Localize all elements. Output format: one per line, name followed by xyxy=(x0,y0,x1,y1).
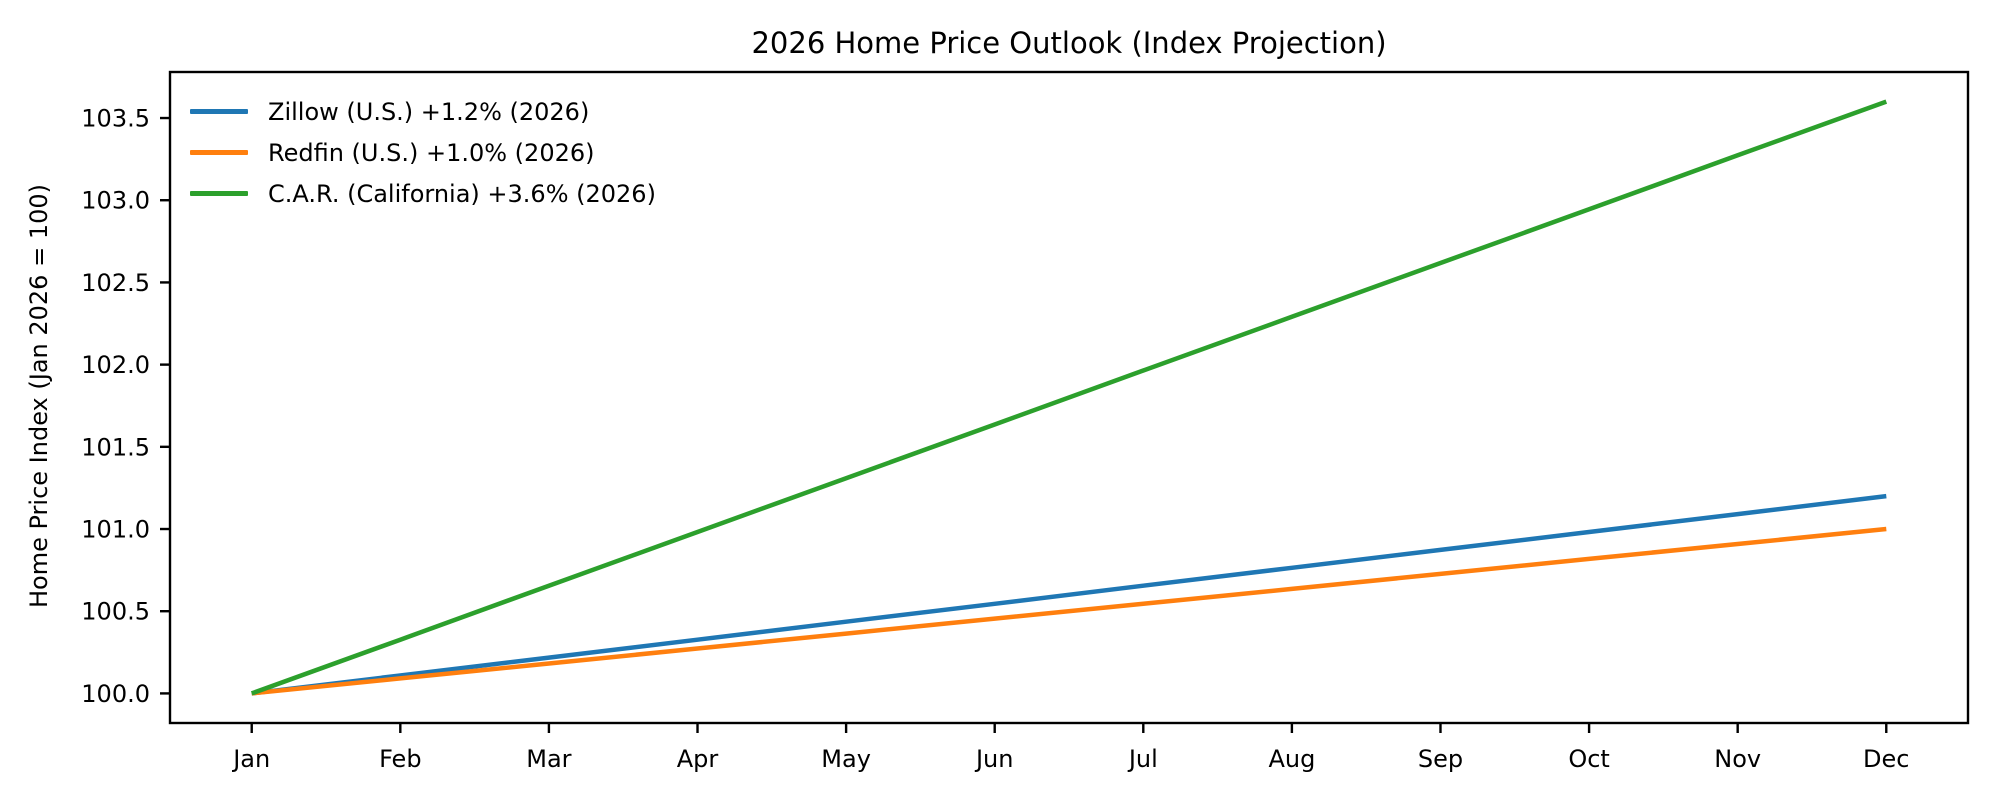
x-tick-label: Mar xyxy=(526,745,571,773)
legend-swatch xyxy=(190,191,248,196)
x-tick-label: Aug xyxy=(1268,745,1315,773)
chart-title: 2026 Home Price Outlook (Index Projectio… xyxy=(751,26,1387,60)
x-tick-label: Sep xyxy=(1418,745,1463,773)
x-tick-label: May xyxy=(821,745,871,773)
series-line-zillow-us xyxy=(251,493,1887,696)
x-tick-label: Oct xyxy=(1568,745,1610,773)
y-tick-label: 100.5 xyxy=(81,598,150,626)
legend-item-car-california: C.A.R. (California) +3.6% (2026) xyxy=(190,173,656,214)
legend-label: Redfin (U.S.) +1.0% (2026) xyxy=(268,138,595,167)
y-tick-label: 100.0 xyxy=(81,680,150,708)
y-tick-label: 102.5 xyxy=(81,269,150,297)
legend-swatch xyxy=(190,109,248,114)
y-tick-label: 101.5 xyxy=(81,433,150,461)
y-tick-label: 103.0 xyxy=(81,187,150,215)
legend: Zillow (U.S.) +1.2% (2026) Redfin (U.S.) … xyxy=(190,91,656,214)
x-tick-label: Jun xyxy=(974,745,1014,773)
legend-label: Zillow (U.S.) +1.2% (2026) xyxy=(268,97,590,126)
series-line-redfin-us xyxy=(251,526,1887,696)
x-tick-label: Jul xyxy=(1127,745,1158,773)
x-tick-label: Feb xyxy=(379,745,422,773)
y-tick-label: 103.5 xyxy=(81,105,150,133)
x-tick-label: Nov xyxy=(1714,745,1761,773)
plot-frame xyxy=(168,70,1970,725)
legend-item-zillow-us: Zillow (U.S.) +1.2% (2026) xyxy=(190,91,656,132)
legend-item-redfin-us: Redfin (U.S.) +1.0% (2026) xyxy=(190,132,656,173)
y-tick-label: 102.0 xyxy=(81,351,150,379)
x-tick-label: Dec xyxy=(1863,745,1909,773)
x-tick-label: Jan xyxy=(231,745,270,773)
legend-label: C.A.R. (California) +3.6% (2026) xyxy=(268,179,656,208)
legend-swatch xyxy=(190,150,248,155)
x-tick-label: Apr xyxy=(677,745,719,773)
series-line-car-california xyxy=(250,99,1888,696)
y-tick-label: 101.0 xyxy=(81,516,150,544)
